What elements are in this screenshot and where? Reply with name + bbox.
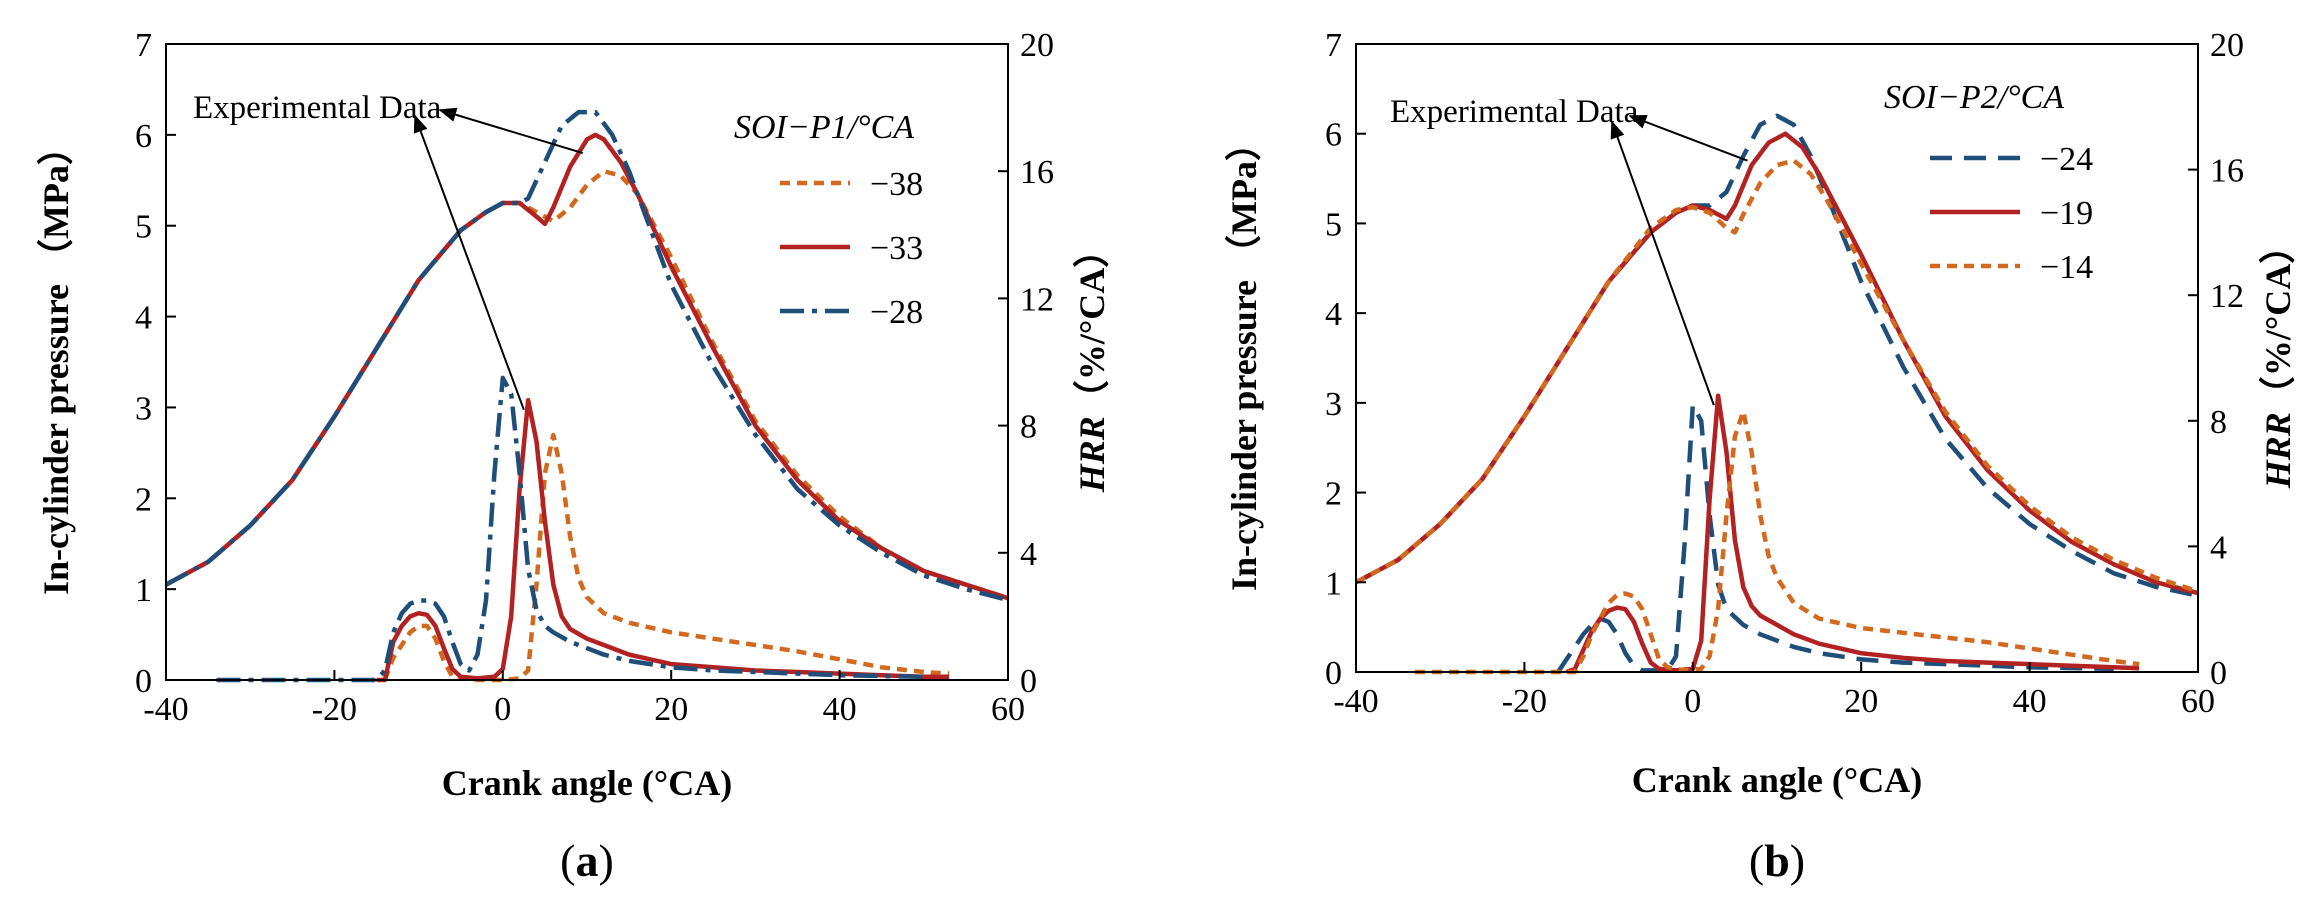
x-tick-label: 40 (2013, 683, 2047, 720)
series-line-pressure-4 (164, 132, 1009, 601)
x-tick-label: 0 (1684, 683, 1701, 720)
annotation-arrow-hrr (1610, 120, 1715, 406)
x-axis-ticks: -40 -20 0 20 40 60 (143, 670, 1025, 728)
annotation-experimental-data: Experimental Data (193, 90, 442, 126)
plot-frame (1355, 43, 2199, 673)
right-axis-ticks: 0 4 8 12 16 20 (998, 27, 1054, 700)
legend-label: −24 (2040, 141, 2093, 178)
annotation-arrow-hrr (413, 114, 525, 411)
x-axis-ticks: -40 -20 0 20 40 60 (1333, 662, 2215, 720)
x-tick-label: -20 (312, 691, 357, 728)
x-tick-label: 60 (991, 691, 1025, 728)
y-right-tick-label: 4 (1020, 536, 1037, 573)
x-tick-label: 20 (654, 691, 688, 728)
y-left-tick-label: 3 (1325, 386, 1342, 423)
series-line-pressure-5 (164, 109, 1009, 603)
y-right-tick-label: 20 (2210, 27, 2244, 64)
legend-label: −28 (870, 294, 923, 331)
x-tick-label: -40 (143, 691, 188, 728)
left-axis-ticks: 0 1 2 3 4 5 6 7 (135, 27, 176, 700)
x-tick-label: -40 (1333, 683, 1378, 720)
y-left-tick-label: 2 (1325, 476, 1342, 513)
legend-title: SOI−P2/°CA (1884, 79, 2064, 116)
series-line-hrr-1 (1565, 393, 2140, 675)
x-tick-label: 40 (823, 691, 857, 728)
y-left-tick-label: 0 (135, 663, 152, 700)
legend: −24 −19 −14 (1930, 141, 2093, 286)
x-tick-label: -20 (1502, 683, 1547, 720)
y-left-tick-label: 7 (135, 27, 152, 64)
y-right-tick-label: 12 (1020, 281, 1054, 318)
panel-label: (a) (560, 835, 614, 886)
y-axis-right-title-italic: HRR (1072, 416, 1112, 493)
y-left-tick-label: 1 (135, 572, 152, 609)
y-right-tick-label: 0 (2210, 655, 2227, 692)
series-line-hrr-2 (1414, 409, 2140, 675)
x-axis-title: Crank angle (°CA) (442, 763, 732, 803)
y-left-tick-label: 5 (135, 209, 152, 246)
y-right-tick-label: 12 (2210, 278, 2244, 315)
y-right-tick-label: 16 (2210, 153, 2244, 190)
y-left-tick-label: 7 (1325, 27, 1342, 64)
y-axis-right-title-italic: HRR (2258, 412, 2298, 489)
y-left-tick-label: 4 (1325, 296, 1342, 333)
x-axis-title: Crank angle (°CA) (1632, 760, 1922, 800)
y-axis-left-title: In-cylinder pressure （MPa） (1224, 125, 1264, 591)
y-left-tick-label: 4 (135, 300, 152, 337)
annotation-arrow-pressure (438, 107, 584, 154)
y-axis-right-title-units: （%/°CA） (2258, 228, 2298, 412)
x-tick-label: 60 (2181, 683, 2215, 720)
plot-area (1354, 113, 2199, 675)
y-right-tick-label: 4 (2210, 529, 2227, 566)
annotation-arrows (413, 107, 584, 411)
legend-label: −33 (870, 230, 923, 267)
y-axis-right-title: HRR（%/°CA） (1072, 232, 1112, 493)
y-left-tick-label: 5 (1325, 206, 1342, 243)
plot-frame (165, 43, 1009, 681)
legend-label: −38 (870, 166, 923, 203)
series-line-pressure-4 (1354, 131, 2199, 596)
y-right-tick-label: 8 (1020, 409, 1037, 446)
y-right-tick-label: 16 (1020, 154, 1054, 191)
y-left-tick-label: 0 (1325, 655, 1342, 692)
x-tick-label: 0 (494, 691, 511, 728)
annotation-arrows (1610, 115, 1748, 406)
y-left-tick-label: 3 (135, 390, 152, 427)
y-right-tick-label: 8 (2210, 404, 2227, 441)
y-left-tick-label: 2 (135, 481, 152, 518)
left-axis-ticks: 0 1 2 3 4 5 6 7 (1325, 27, 1366, 692)
series-line-hrr-2 (216, 375, 924, 683)
y-left-tick-label: 6 (1325, 117, 1342, 154)
y-right-tick-label: 20 (1020, 27, 1054, 64)
series-line-hrr-0 (1556, 402, 2114, 674)
plot-area (164, 109, 1009, 683)
y-axis-right-title: HRR（%/°CA） (2258, 228, 2298, 489)
annotation-experimental-data: Experimental Data (1390, 94, 1639, 130)
y-axis-right-title-units: （%/°CA） (1072, 232, 1112, 416)
right-axis-ticks: 0 4 8 12 16 20 (2188, 27, 2244, 692)
legend-title: SOI−P1/°CA (734, 109, 914, 146)
series-line-hrr-0 (382, 432, 950, 683)
legend-label: −14 (2040, 249, 2093, 286)
y-left-tick-label: 6 (135, 118, 152, 155)
legend: −38 −33 −28 (780, 166, 923, 331)
y-right-tick-label: 0 (1020, 663, 1037, 700)
panel-label-letter: b (1764, 835, 1790, 886)
series-line-pressure-5 (1354, 158, 2199, 594)
series-line-pressure-3 (1354, 113, 2199, 598)
x-tick-label: 20 (1844, 683, 1878, 720)
panel-label-letter: a (576, 835, 599, 886)
panel-label: (b) (1749, 835, 1805, 886)
annotation-arrow-pressure (1628, 115, 1748, 162)
y-axis-left-title: In-cylinder pressure （MPa） (36, 129, 76, 595)
legend-label: −19 (2040, 195, 2093, 232)
y-left-tick-label: 1 (1325, 565, 1342, 602)
